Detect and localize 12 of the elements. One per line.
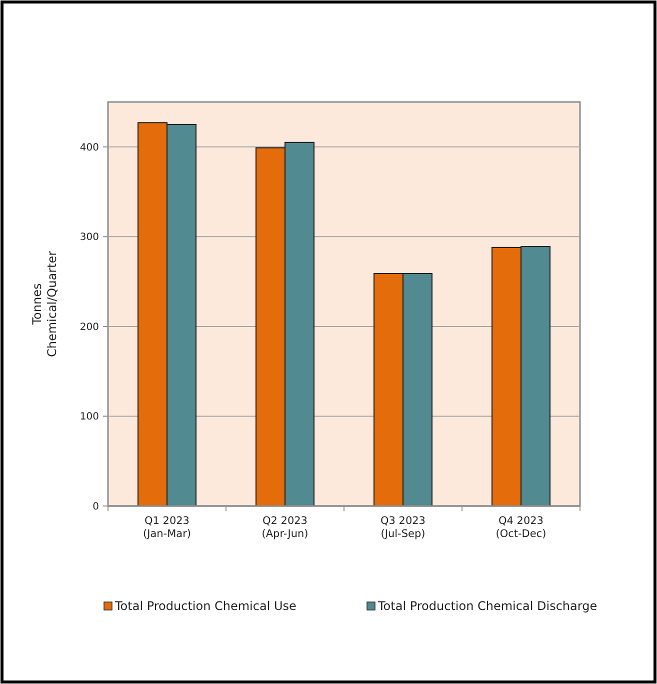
y-axis-title: Tonnes Chemical/Quarter xyxy=(30,250,59,358)
legend-label: Total Production Chemical Use xyxy=(114,599,296,614)
x-tick-label: Q2 2023 (Apr-Jun) xyxy=(262,515,308,540)
x-tick-label: Q4 2023 (Oct-Dec) xyxy=(496,515,546,540)
y-tick-label: 200 xyxy=(80,322,99,333)
y-tick-label: 400 xyxy=(80,142,99,154)
legend-label: Total Production Chemical Discharge xyxy=(377,599,598,614)
x-tick-label: Q3 2023 (Jul-Sep) xyxy=(380,515,426,540)
y-tick-label: 100 xyxy=(80,412,99,423)
x-tick-label: Q1 2023 (Jan-Mar) xyxy=(143,515,191,540)
y-tick-label: 300 xyxy=(80,232,99,244)
y-tick-label: 0 xyxy=(92,502,99,512)
